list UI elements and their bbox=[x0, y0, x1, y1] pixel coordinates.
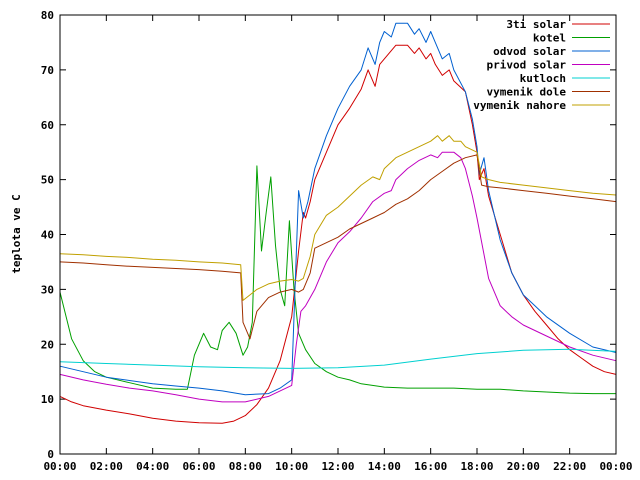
y-tick-label: 0 bbox=[47, 448, 54, 461]
x-tick-label: 10:00 bbox=[275, 460, 308, 473]
legend-label: privod solar bbox=[487, 59, 567, 72]
x-tick-label: 00:00 bbox=[599, 460, 632, 473]
series-line-odvod-solar bbox=[59, 22, 617, 396]
x-tick-label: 22:00 bbox=[553, 460, 586, 473]
x-tick-label: 14:00 bbox=[368, 460, 401, 473]
plot-frame bbox=[59, 14, 617, 455]
y-tick-label: 80 bbox=[41, 9, 54, 22]
axis-ticks: 0 10 20 30 40 50 60 70 80 00:00 02:00 04:00 06:00 08:… bbox=[41, 9, 633, 473]
legend-label: kotel bbox=[533, 32, 566, 45]
series-line-vymenik-nahore bbox=[59, 135, 617, 301]
legend-label: vymenik dole bbox=[487, 86, 567, 99]
series-line-kutloch bbox=[59, 348, 617, 369]
x-tick-label: 04:00 bbox=[136, 460, 169, 473]
series-line-vymenik-dole bbox=[59, 154, 617, 340]
legend-label: vymenik nahore bbox=[473, 99, 566, 112]
legend-label: kutloch bbox=[520, 72, 566, 85]
x-tick-label: 12:00 bbox=[321, 460, 354, 473]
y-axis-label: teplota ve C bbox=[10, 194, 23, 273]
x-tick-label: 16:00 bbox=[414, 460, 447, 473]
series-lines bbox=[59, 22, 617, 424]
y-tick-label: 50 bbox=[41, 174, 54, 187]
series-line-kotel bbox=[59, 165, 616, 395]
y-tick-label: 40 bbox=[41, 229, 54, 242]
y-tick-label: 30 bbox=[41, 283, 54, 296]
x-tick-label: 02:00 bbox=[90, 460, 123, 473]
x-tick-label: 06:00 bbox=[182, 460, 215, 473]
x-tick-label: 18:00 bbox=[460, 460, 493, 473]
y-tick-label: 60 bbox=[41, 119, 54, 132]
series-line-privod-solar bbox=[59, 151, 617, 403]
x-tick-label: 08:00 bbox=[229, 460, 262, 473]
x-tick-label: 00:00 bbox=[43, 460, 76, 473]
legend-label: 3ti solar bbox=[506, 18, 566, 31]
y-tick-label: 70 bbox=[41, 64, 54, 77]
y-tick-label: 10 bbox=[41, 393, 54, 406]
y-tick-label: 20 bbox=[41, 338, 54, 351]
x-tick-label: 20:00 bbox=[507, 460, 540, 473]
legend-label: odvod solar bbox=[493, 45, 566, 58]
